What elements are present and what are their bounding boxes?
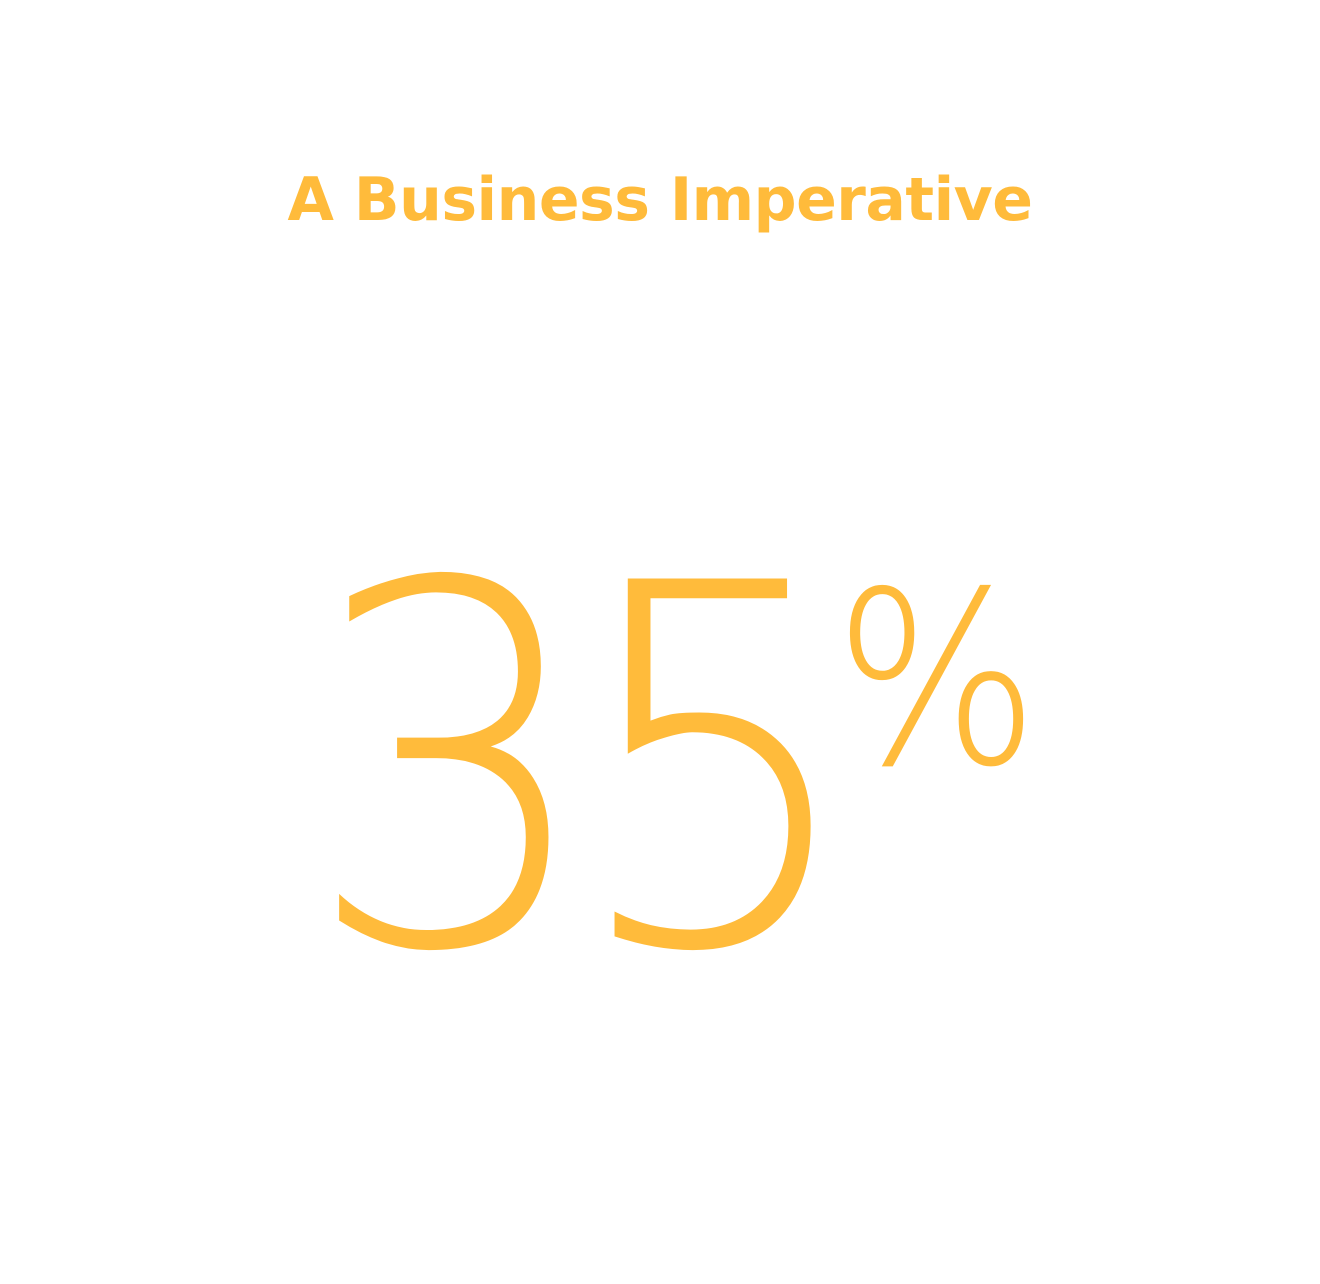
stat-value: 35	[303, 479, 862, 1061]
page-title: A Business Imperative	[287, 165, 1033, 235]
stat-unit: %	[834, 540, 1040, 820]
statistic: 35%	[0, 479, 1320, 1061]
